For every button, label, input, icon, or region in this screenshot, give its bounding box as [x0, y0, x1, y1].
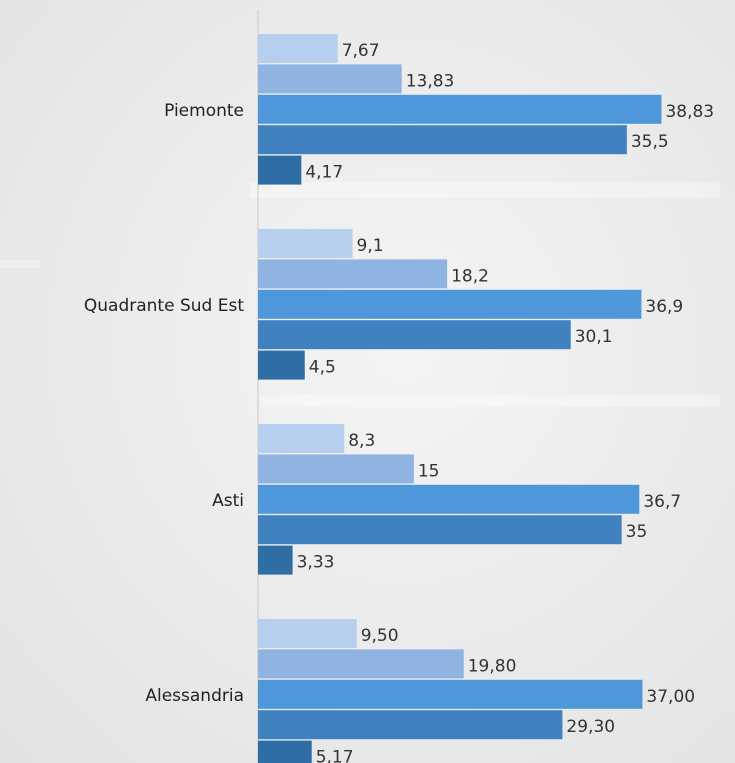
- bar: [258, 155, 302, 185]
- bar: [258, 320, 571, 350]
- bar-value-label: 36,7: [643, 492, 681, 512]
- bar: [258, 350, 305, 380]
- bars-layer: [258, 34, 662, 763]
- bar-value-label: 37,00: [646, 687, 695, 707]
- bar-value-label: 35,5: [631, 132, 669, 152]
- bar-value-label: 4,5: [309, 358, 336, 378]
- bar: [258, 259, 448, 289]
- bar-value-label: 29,30: [566, 717, 615, 737]
- bar: [258, 545, 293, 575]
- bar: [258, 94, 662, 124]
- bar-value-label: 15: [418, 461, 440, 481]
- bar: [258, 64, 402, 94]
- bar: [258, 740, 312, 763]
- bar-value-label: 13,83: [406, 71, 455, 91]
- bar: [258, 125, 627, 155]
- bar-value-label: 19,80: [468, 656, 517, 676]
- bar-value-label: 38,83: [665, 102, 714, 122]
- bar-value-label: 3,33: [297, 553, 335, 573]
- category-labels-layer: Piemonte Quadrante Sud Est Asti Alessandria: [84, 101, 244, 706]
- bar-value-label: 8,3: [348, 431, 375, 451]
- bar-value-label: 9,50: [361, 626, 399, 646]
- bar: [258, 515, 622, 545]
- bar: [258, 679, 643, 709]
- bar: [258, 454, 414, 484]
- bar-value-label: 18,2: [451, 266, 489, 286]
- bar: [258, 710, 563, 740]
- bar: [258, 484, 640, 514]
- value-labels-layer: 7,67 13,83 38,83 35,5 4,17 9,1 18,2 36,9 30,1 4,5…: [297, 41, 715, 763]
- bar: [258, 424, 345, 453]
- bar-value-label: 4,17: [305, 163, 343, 183]
- bar: [258, 34, 338, 63]
- category-label: Piemonte: [164, 101, 244, 121]
- bar-value-label: 9,1: [357, 236, 384, 256]
- bar: [258, 649, 464, 679]
- category-label: Alessandria: [145, 686, 244, 706]
- bar-value-label: 30,1: [575, 327, 613, 347]
- bar: [258, 289, 642, 319]
- bar-value-label: 7,67: [342, 41, 380, 61]
- bar-value-label: 36,9: [645, 297, 683, 317]
- bar-value-label: 35: [626, 522, 648, 542]
- category-label: Asti: [212, 491, 244, 511]
- bar: [258, 619, 357, 648]
- bar: [258, 229, 353, 258]
- category-label: Quadrante Sud Est: [84, 296, 244, 316]
- bar-value-label: 5,17: [316, 748, 354, 763]
